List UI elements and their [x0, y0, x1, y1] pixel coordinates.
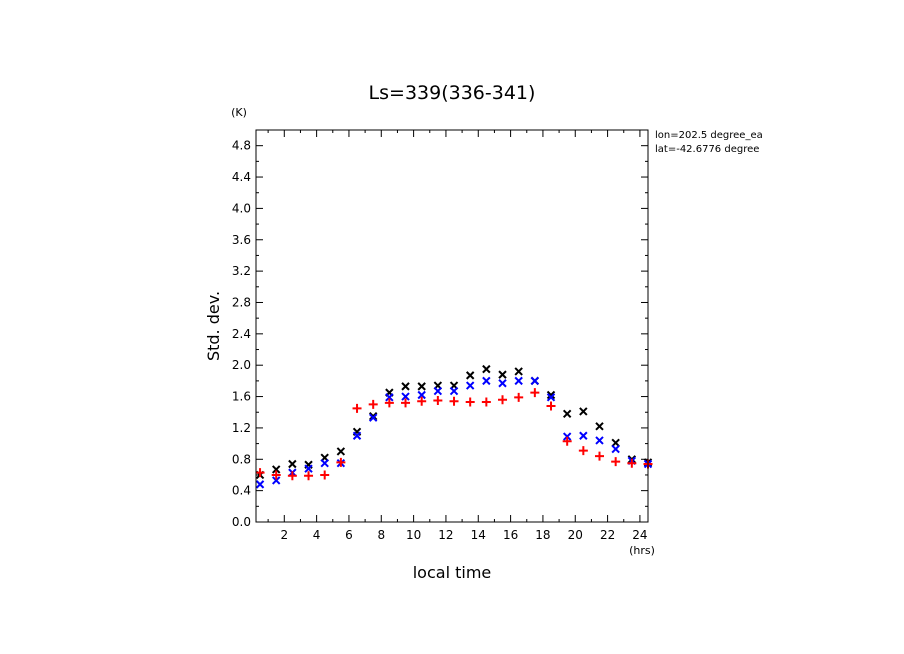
data-point — [368, 399, 378, 409]
data-point — [562, 432, 572, 441]
data-point — [255, 468, 265, 478]
x-tick-label: 18 — [535, 528, 550, 542]
data-point — [482, 376, 491, 386]
data-point — [579, 407, 588, 416]
data-point — [578, 446, 588, 456]
x-axis-title: local time — [413, 563, 492, 582]
y-tick-label: 4.4 — [232, 170, 251, 184]
data-point — [384, 398, 394, 408]
data-point — [546, 393, 556, 402]
data-point — [320, 470, 330, 480]
data-point — [368, 413, 378, 422]
data-point — [433, 386, 443, 396]
data-point — [271, 476, 281, 485]
y-tick-label: 3.6 — [232, 233, 251, 247]
x-tick-label: 8 — [377, 528, 385, 542]
x-tick-label: 6 — [345, 528, 353, 542]
y-tick-label: 4.8 — [232, 139, 251, 153]
location-annotation-lon: lon=202.5 degree_ea — [655, 130, 763, 141]
data-point — [546, 390, 556, 400]
y-tick-label: 0.8 — [232, 452, 251, 466]
data-point — [546, 401, 556, 411]
data-point — [271, 465, 281, 474]
series-1-markers — [255, 376, 653, 489]
y-axis-title: Std. dev. — [204, 291, 223, 361]
data-point — [482, 364, 491, 374]
y-tick-label: 2.4 — [232, 327, 251, 341]
data-point — [530, 388, 540, 398]
y-tick-label: 4.0 — [232, 201, 251, 215]
data-point — [336, 457, 346, 467]
data-point — [465, 381, 475, 390]
data-point — [255, 480, 265, 489]
data-point — [417, 382, 426, 391]
data-markers — [255, 364, 653, 489]
x-tick-label: 24 — [632, 528, 647, 542]
data-point — [352, 403, 362, 413]
data-point — [562, 409, 572, 419]
x-tick-label: 2 — [280, 528, 288, 542]
data-point — [498, 379, 507, 388]
x-tick-label: 14 — [471, 528, 486, 542]
data-point — [465, 371, 475, 380]
data-point — [401, 398, 411, 408]
data-point — [352, 431, 362, 440]
data-point — [530, 376, 540, 386]
data-point — [595, 451, 605, 461]
y-tick-label: 1.2 — [232, 421, 251, 435]
data-point — [465, 397, 475, 407]
data-point — [498, 370, 507, 379]
data-point — [481, 397, 491, 407]
x-tick-label: 16 — [503, 528, 518, 542]
data-point — [336, 447, 346, 456]
data-point — [304, 464, 313, 473]
x-tick-label: 4 — [313, 528, 321, 542]
data-point — [449, 386, 459, 396]
data-point — [433, 395, 443, 405]
data-point — [611, 438, 620, 448]
data-point — [595, 436, 604, 445]
x-tick-label: 10 — [406, 528, 421, 542]
data-point — [514, 392, 524, 402]
data-point — [595, 422, 604, 431]
data-point — [562, 436, 572, 446]
data-point — [514, 367, 523, 376]
data-point — [288, 459, 297, 469]
data-point — [611, 444, 620, 454]
data-point — [417, 390, 426, 400]
data-point — [304, 471, 314, 481]
data-point — [514, 376, 523, 386]
axes: 2 4 6 8 10 12 14 16 18 20 22 240.00.40.81.21.62.02.… — [232, 130, 648, 542]
data-point — [627, 458, 637, 468]
data-point — [417, 396, 427, 406]
x-unit-label: (hrs) — [629, 544, 655, 557]
x-tick-label: 20 — [568, 528, 583, 542]
y-tick-label: 2.0 — [232, 358, 251, 372]
data-point — [611, 457, 621, 467]
x-tick-label: 12 — [438, 528, 453, 542]
data-point — [385, 393, 394, 402]
y-tick-label: 2.8 — [232, 295, 251, 309]
data-point — [368, 411, 378, 421]
series-2-markers — [255, 388, 653, 481]
data-point — [449, 396, 459, 406]
y-unit-label: (K) — [231, 106, 247, 119]
y-tick-label: 1.6 — [232, 390, 251, 404]
plot-frame — [255, 129, 649, 523]
data-point — [401, 382, 410, 391]
x-tick-label: 22 — [600, 528, 615, 542]
data-point — [498, 395, 508, 405]
y-tick-label: 0.0 — [232, 515, 251, 529]
location-annotation-lat: lat=-42.6776 degree — [655, 144, 759, 155]
y-tick-label: 3.2 — [232, 264, 251, 278]
chart-title: Ls=339(336-341) — [369, 82, 536, 104]
data-point — [287, 471, 297, 481]
data-point — [401, 392, 410, 401]
data-point — [271, 470, 281, 480]
y-tick-label: 0.4 — [232, 484, 251, 498]
data-point — [579, 431, 588, 440]
data-point — [320, 458, 329, 468]
